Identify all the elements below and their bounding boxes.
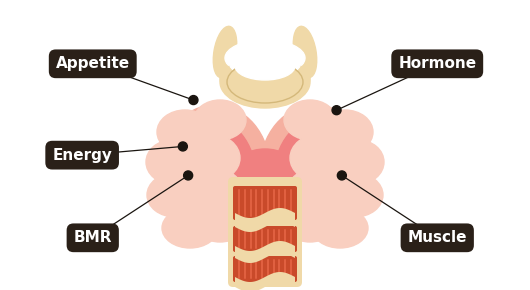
FancyBboxPatch shape (233, 226, 297, 252)
Text: Hormone: Hormone (398, 56, 476, 71)
Ellipse shape (312, 208, 368, 248)
Ellipse shape (183, 168, 243, 216)
Ellipse shape (332, 140, 384, 184)
Ellipse shape (327, 173, 383, 217)
FancyBboxPatch shape (233, 186, 297, 220)
Ellipse shape (180, 134, 240, 182)
Ellipse shape (220, 53, 310, 103)
Ellipse shape (230, 145, 300, 275)
Ellipse shape (227, 146, 303, 191)
Text: Muscle: Muscle (408, 230, 467, 245)
PathPatch shape (235, 241, 295, 263)
Ellipse shape (194, 202, 246, 242)
Ellipse shape (293, 26, 317, 78)
FancyBboxPatch shape (228, 177, 302, 287)
Ellipse shape (213, 26, 237, 78)
Ellipse shape (146, 140, 198, 184)
Ellipse shape (260, 105, 370, 235)
Text: Appetite: Appetite (56, 56, 130, 71)
Ellipse shape (220, 56, 310, 108)
FancyBboxPatch shape (233, 256, 297, 282)
Ellipse shape (229, 45, 301, 79)
Ellipse shape (284, 100, 336, 140)
Ellipse shape (225, 40, 305, 76)
Ellipse shape (231, 60, 299, 96)
Ellipse shape (160, 105, 270, 235)
Text: Energy: Energy (52, 148, 112, 163)
Circle shape (189, 95, 198, 105)
Circle shape (184, 171, 192, 180)
Ellipse shape (217, 30, 233, 74)
Ellipse shape (162, 208, 218, 248)
Circle shape (179, 142, 187, 151)
Ellipse shape (317, 110, 373, 154)
PathPatch shape (235, 208, 295, 232)
Ellipse shape (235, 149, 295, 187)
Circle shape (338, 171, 346, 180)
Ellipse shape (284, 202, 336, 242)
Ellipse shape (275, 117, 369, 233)
Ellipse shape (157, 110, 213, 154)
Ellipse shape (290, 134, 350, 182)
Ellipse shape (161, 117, 255, 233)
Circle shape (332, 106, 341, 115)
Ellipse shape (227, 61, 303, 103)
Ellipse shape (287, 168, 347, 216)
PathPatch shape (235, 272, 295, 290)
Ellipse shape (235, 52, 295, 80)
Text: BMR: BMR (74, 230, 112, 245)
Ellipse shape (147, 173, 203, 217)
Ellipse shape (194, 100, 246, 140)
